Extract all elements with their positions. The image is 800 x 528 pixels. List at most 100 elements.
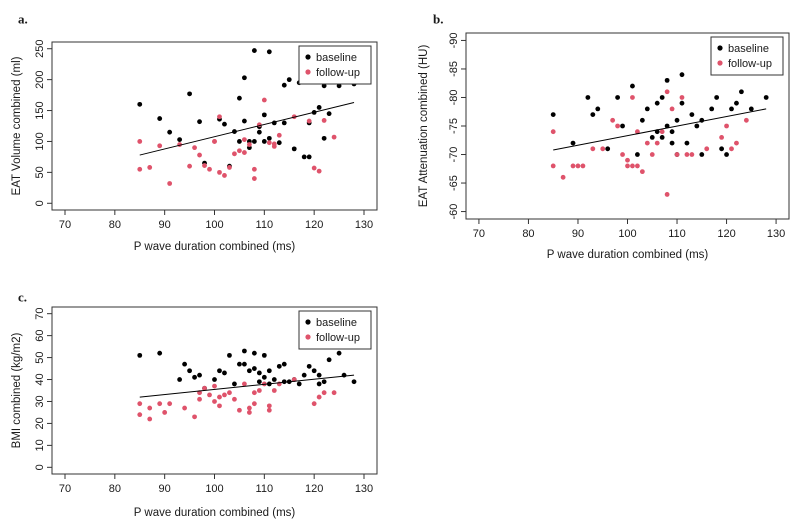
data-point-baseline [271, 377, 277, 382]
data-point-follow-up [192, 145, 197, 151]
data-point-baseline [321, 135, 327, 141]
x-tick-label: 100 [205, 483, 223, 495]
data-point-baseline [674, 117, 680, 123]
data-point-follow-up [316, 168, 322, 174]
x-tick-label: 80 [522, 228, 534, 240]
data-point-follow-up [649, 152, 655, 157]
data-point-baseline [212, 377, 217, 382]
x-axis-label: P wave duration combined (ms) [547, 249, 709, 261]
data-point-follow-up [654, 140, 660, 146]
data-point-baseline [724, 152, 729, 157]
data-point-follow-up [217, 394, 222, 400]
legend-marker-follow-up [305, 69, 311, 75]
data-point-follow-up [137, 412, 143, 418]
data-point-baseline [242, 348, 247, 354]
data-point-baseline [266, 49, 272, 55]
data-point-follow-up [212, 383, 217, 389]
data-point-follow-up [644, 140, 650, 146]
data-point-baseline [684, 140, 690, 146]
panel-label: b. [433, 12, 443, 27]
data-point-follow-up [246, 142, 252, 147]
data-point-follow-up [227, 390, 232, 396]
data-point-follow-up [575, 163, 581, 169]
data-point-follow-up [635, 129, 640, 135]
data-point-baseline [187, 368, 192, 374]
data-point-follow-up [580, 163, 586, 169]
data-point-baseline [351, 379, 357, 385]
data-point-follow-up [639, 169, 645, 175]
data-point-follow-up [625, 157, 630, 163]
data-point-baseline [669, 140, 675, 146]
data-point-baseline [256, 379, 262, 385]
y-tick-label: -75 [448, 118, 460, 134]
data-point-baseline [739, 89, 744, 95]
data-point-follow-up [266, 403, 272, 409]
data-point-follow-up [251, 390, 257, 396]
data-point-follow-up [222, 392, 227, 398]
data-point-follow-up [321, 118, 327, 123]
data-point-follow-up [331, 134, 337, 140]
data-point-follow-up [162, 410, 168, 415]
data-point-baseline [237, 95, 242, 101]
y-tick-label: -65 [448, 175, 460, 191]
data-point-baseline [570, 140, 576, 146]
data-point-baseline [286, 77, 292, 83]
y-tick-label: -80 [448, 90, 460, 106]
data-point-follow-up [679, 95, 685, 100]
data-point-baseline [177, 137, 183, 143]
data-point-baseline [326, 111, 332, 117]
data-point-baseline [550, 112, 556, 117]
data-point-follow-up [321, 390, 327, 396]
x-tick-label: 120 [305, 483, 323, 495]
data-point-follow-up [266, 407, 272, 413]
data-point-baseline [729, 106, 734, 112]
data-point-baseline [281, 120, 287, 126]
y-tick-label: 50 [34, 166, 46, 178]
data-point-follow-up [192, 414, 197, 420]
data-point-baseline [242, 361, 247, 367]
data-point-follow-up [207, 166, 212, 172]
x-tick-label: 90 [572, 228, 584, 240]
x-tick-label: 100 [618, 228, 636, 240]
y-tick-label: -90 [448, 32, 460, 48]
data-point-baseline [246, 368, 252, 374]
data-point-baseline [232, 381, 237, 387]
data-point-follow-up [167, 181, 173, 186]
data-point-follow-up [331, 390, 337, 396]
legend-label: follow-up [316, 332, 360, 344]
data-point-baseline [217, 368, 222, 374]
data-point-follow-up [197, 152, 202, 158]
x-axis-label: P wave duration combined (ms) [134, 507, 296, 519]
data-point-baseline [197, 372, 202, 378]
data-point-baseline [620, 123, 625, 129]
data-point-baseline [266, 135, 272, 141]
data-point-follow-up [207, 392, 212, 398]
data-point-baseline [237, 139, 242, 144]
data-point-follow-up [704, 146, 710, 152]
legend-label: follow-up [728, 58, 772, 70]
data-point-follow-up [610, 117, 616, 123]
data-point-baseline [281, 361, 287, 367]
x-tick-label: 110 [256, 219, 274, 231]
y-tick-label: -60 [448, 204, 460, 220]
legend-label: baseline [728, 43, 769, 55]
x-tick-label: 80 [109, 483, 121, 495]
data-point-follow-up [615, 123, 620, 129]
data-point-follow-up [202, 385, 207, 391]
data-point-baseline [306, 363, 312, 369]
data-point-baseline [679, 100, 685, 106]
data-point-follow-up [147, 416, 153, 422]
legend-box [298, 310, 372, 350]
legend-marker-baseline [305, 54, 311, 60]
data-point-baseline [659, 135, 665, 140]
data-point-baseline [251, 350, 257, 356]
data-point-follow-up [306, 118, 312, 124]
data-point-follow-up [550, 163, 556, 169]
x-tick-label: 130 [767, 228, 785, 240]
data-point-baseline [167, 129, 173, 135]
data-point-follow-up [157, 143, 163, 149]
data-point-baseline [311, 368, 317, 374]
y-tick-label: -70 [448, 147, 460, 163]
legend-marker-follow-up [717, 60, 723, 66]
